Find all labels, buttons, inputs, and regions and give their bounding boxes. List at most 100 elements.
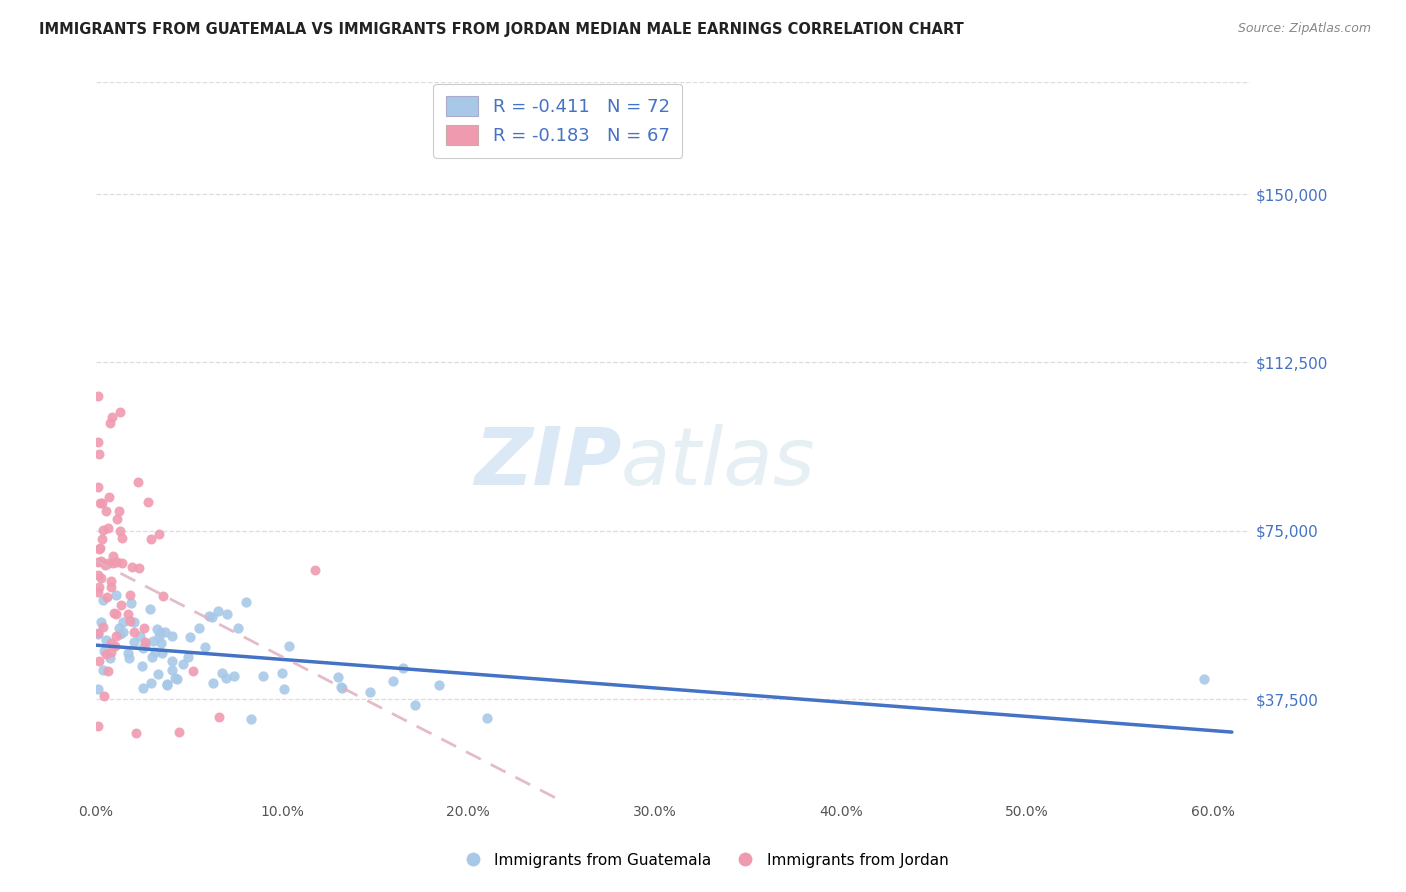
Point (93, 663, 115, 677)
Point (160, 630, 183, 644)
Point (475, 711, 498, 725)
Point (97, 521, 120, 535)
Point (111, 557, 134, 571)
Point (87, 585, 110, 599)
Point (132, 640, 155, 655)
Legend: Immigrants from Guatemala, Immigrants from Jordan: Immigrants from Guatemala, Immigrants fr… (451, 847, 955, 873)
Point (138, 495, 160, 509)
Point (278, 639, 301, 653)
Point (330, 681, 353, 695)
Point (404, 698, 426, 713)
Point (101, 549, 124, 563)
Point (169, 724, 191, 739)
Point (177, 650, 200, 665)
Point (105, 512, 128, 526)
Point (187, 620, 209, 634)
Point (103, 606, 125, 620)
Point (89, 448, 111, 462)
Point (100, 645, 122, 659)
Point (110, 627, 132, 641)
Point (96, 590, 118, 604)
Point (91, 523, 114, 537)
Point (86, 555, 108, 569)
Point (86, 389, 108, 403)
Point (118, 615, 141, 629)
Point (89, 541, 111, 555)
Point (104, 639, 127, 653)
Point (181, 664, 204, 678)
Point (148, 630, 170, 644)
Point (208, 709, 231, 723)
Point (94, 633, 117, 648)
Point (172, 657, 194, 671)
Point (215, 671, 238, 685)
Point (90, 554, 112, 568)
Point (427, 678, 450, 692)
Point (224, 669, 246, 683)
Point (100, 574, 122, 589)
Point (110, 598, 132, 612)
Point (86, 719, 108, 733)
Point (273, 682, 295, 697)
Point (163, 671, 186, 685)
Point (141, 649, 163, 664)
Point (86, 434, 108, 449)
Point (121, 560, 143, 574)
Point (127, 475, 149, 489)
Point (97, 664, 120, 678)
Point (160, 654, 183, 668)
Point (90, 571, 112, 585)
Point (104, 607, 127, 622)
Point (304, 563, 326, 577)
Point (110, 405, 132, 419)
Point (108, 621, 131, 635)
Point (146, 667, 169, 681)
Point (103, 556, 125, 570)
Point (131, 659, 153, 673)
Point (91, 533, 114, 547)
Text: atlas: atlas (621, 424, 815, 501)
Text: ZIP: ZIP (474, 424, 621, 501)
Point (120, 589, 142, 603)
Point (89, 541, 111, 556)
Point (87, 580, 110, 594)
Point (150, 646, 173, 660)
Point (217, 607, 239, 622)
Point (96, 504, 118, 518)
Point (86, 567, 108, 582)
Point (142, 633, 165, 648)
Point (90, 615, 112, 630)
Point (156, 678, 179, 692)
Point (252, 669, 274, 683)
Point (112, 615, 135, 629)
Point (226, 621, 249, 635)
Point (120, 596, 142, 610)
Point (194, 640, 217, 655)
Point (139, 676, 162, 690)
Point (132, 621, 155, 635)
Point (139, 601, 162, 615)
Point (166, 672, 188, 686)
Point (111, 531, 134, 545)
Point (201, 610, 224, 624)
Point (139, 532, 162, 546)
Point (86, 625, 108, 640)
Text: Source: ZipAtlas.com: Source: ZipAtlas.com (1237, 22, 1371, 36)
Point (124, 726, 146, 740)
Point (98, 490, 121, 504)
Point (156, 677, 179, 691)
Point (134, 635, 156, 649)
Point (105, 588, 128, 602)
Point (198, 609, 221, 624)
Point (359, 685, 381, 699)
Point (392, 660, 415, 674)
Point (132, 681, 155, 695)
Point (328, 670, 350, 684)
Point (211, 666, 233, 681)
Point (89, 496, 111, 510)
Point (239, 713, 262, 727)
Text: IMMIGRANTS FROM GUATEMALA VS IMMIGRANTS FROM JORDAN MEDIAN MALE EARNINGS CORRELA: IMMIGRANTS FROM GUATEMALA VS IMMIGRANTS … (39, 22, 965, 37)
Point (118, 651, 141, 665)
Point (160, 664, 183, 678)
Point (149, 624, 172, 639)
